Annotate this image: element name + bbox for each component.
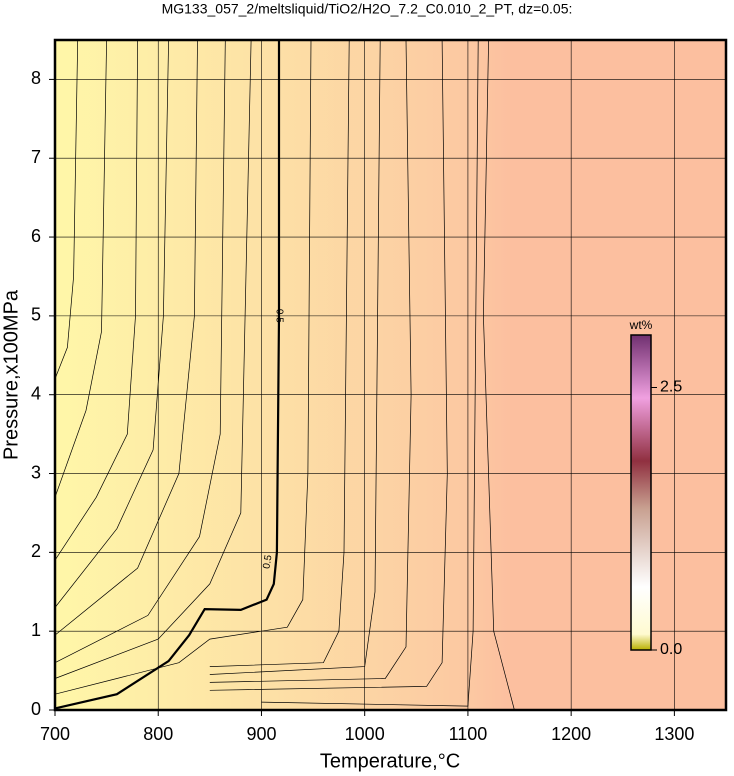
y-tick-label: 5 bbox=[31, 305, 41, 325]
plot-background bbox=[55, 40, 726, 710]
contour-line bbox=[209, 39, 448, 691]
colorbar bbox=[630, 334, 652, 651]
y-axis-label: Pressure,x100MPa bbox=[0, 289, 22, 460]
x-tick-label: 900 bbox=[246, 724, 276, 744]
contour-line bbox=[54, 39, 312, 695]
plot-frame bbox=[53, 38, 728, 712]
x-axis-label: Temperature,°C bbox=[320, 750, 460, 772]
x-tick-label: 800 bbox=[143, 724, 173, 744]
colorbar-label: wt% bbox=[629, 318, 653, 332]
x-tick-label: 1200 bbox=[551, 724, 591, 744]
contour-line bbox=[54, 39, 138, 561]
y-tick-label: 1 bbox=[31, 620, 41, 640]
colorbar-tick-label: 2.5 bbox=[660, 379, 682, 396]
y-tick-label: 8 bbox=[31, 68, 41, 88]
contour-label: 0.5 bbox=[261, 554, 274, 570]
x-tick-label: 700 bbox=[40, 724, 70, 744]
x-tick-label: 1000 bbox=[345, 724, 385, 744]
y-tick-label: 7 bbox=[31, 147, 41, 167]
contour-line bbox=[54, 39, 252, 679]
x-tick-label: 1100 bbox=[449, 724, 488, 744]
y-tick-label: 6 bbox=[31, 226, 41, 246]
y-tick-label: 3 bbox=[31, 462, 41, 482]
y-tick-label: 4 bbox=[31, 383, 41, 403]
contour-line bbox=[209, 39, 412, 683]
x-tick-label: 1300 bbox=[654, 724, 694, 744]
contour-line bbox=[54, 39, 169, 608]
y-tick-label: 2 bbox=[31, 541, 41, 561]
chart-title: MG133_057_2/meltsliquid/TiO2/H2O_7.2_C0.… bbox=[162, 1, 573, 17]
colorbar-tick-label: 0.0 bbox=[660, 641, 682, 658]
y-tick-label: 0 bbox=[31, 699, 41, 719]
contour-line bbox=[54, 39, 107, 498]
